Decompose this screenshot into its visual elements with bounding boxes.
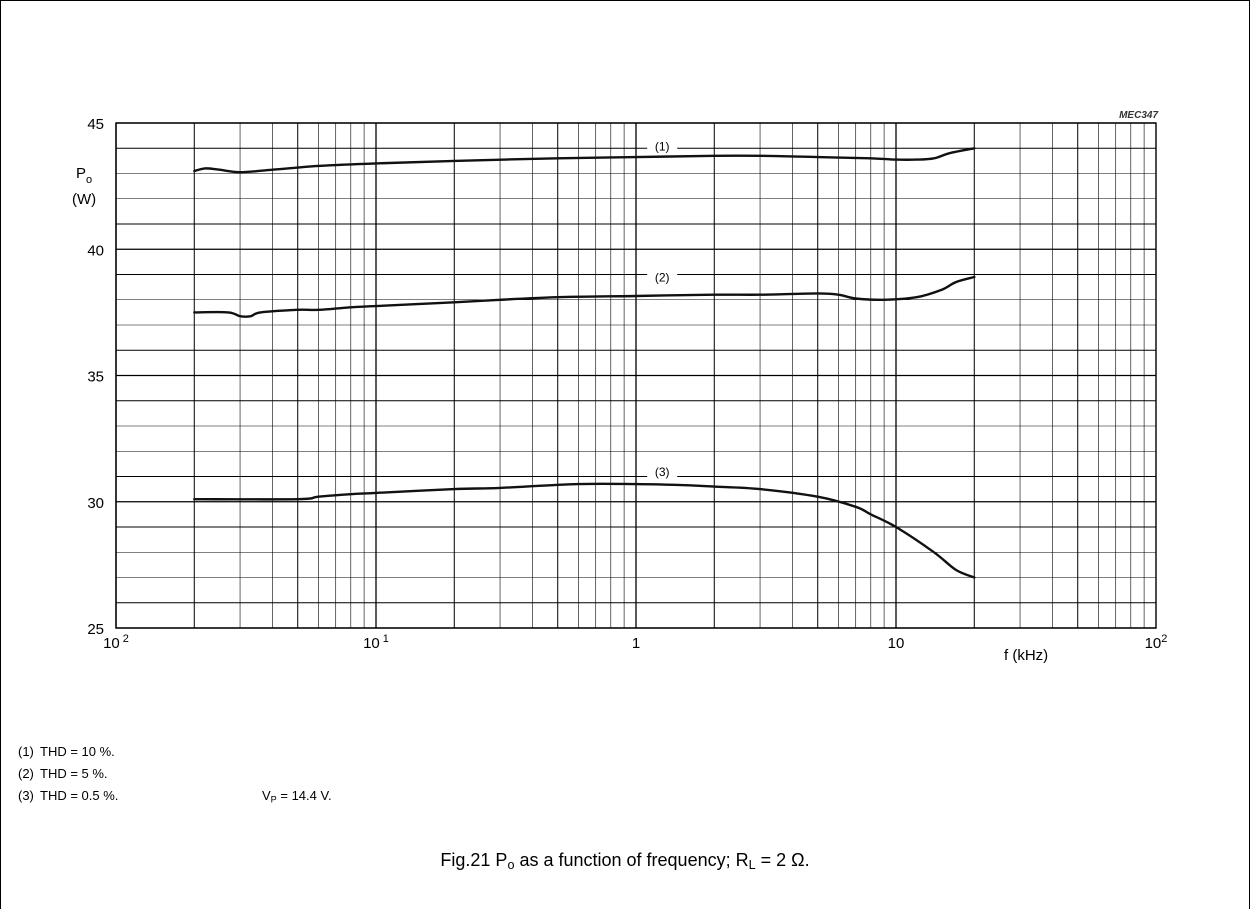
y-tick-label: 35 — [87, 369, 104, 386]
x-tick-label: 10 — [888, 635, 905, 652]
series-labels: (1) (2) (3) — [647, 139, 678, 479]
y-axis-label-subscript: o — [86, 174, 92, 186]
x-tick-label: 102 — [1145, 633, 1168, 652]
y-tick-label: 45 — [87, 116, 104, 133]
series-label-2: (2) — [655, 271, 670, 285]
note-3-text: THD = 0.5 %. — [40, 788, 119, 803]
y-tick-label: 40 — [87, 242, 104, 259]
series-line-1 — [193, 147, 976, 174]
note-1-number: (1) — [18, 744, 34, 759]
note-2: (2) THD = 5 %. — [18, 766, 108, 782]
y-tick-label: 30 — [87, 495, 104, 512]
plot-border — [115, 122, 1157, 629]
x-tick-label: 1 — [632, 635, 640, 652]
series-label-bg — [647, 139, 678, 154]
series-line-2 — [193, 275, 976, 318]
note-1: (1) THD = 10 %. — [18, 744, 115, 760]
note-2-number: (2) — [18, 766, 34, 781]
x-tick-label: 10 2 — [103, 633, 129, 652]
series-label-3: (3) — [655, 465, 670, 479]
x-tick-label: 10 1 — [363, 633, 389, 652]
y-axis-label: Po — [76, 165, 92, 186]
series-line-3 — [193, 482, 976, 579]
y-axis-unit: (W) — [72, 191, 96, 208]
series-label-bg — [647, 270, 678, 285]
figure-caption: Fig.21 Po as a function of frequency; RL… — [440, 850, 810, 873]
series-layer — [193, 147, 976, 579]
figure-code-label: MEC347 — [1119, 110, 1158, 121]
series-label-1: (1) — [655, 139, 670, 153]
y-tick-label: 25 — [87, 621, 104, 638]
x-axis-label: f (kHz) — [1004, 647, 1048, 664]
note-3: (3) THD = 0.5 %. — [18, 788, 118, 804]
note-2-text: THD = 5 %. — [40, 766, 108, 781]
note-3-number: (3) — [18, 788, 34, 803]
supply-voltage-note: VP = 14.4 V. — [262, 788, 332, 805]
tick-labels: 25 30 35 40 45 10 2 10 1 1 10 102 — [87, 116, 1167, 652]
series-label-bg — [647, 464, 678, 479]
note-1-text: THD = 10 %. — [40, 744, 115, 759]
